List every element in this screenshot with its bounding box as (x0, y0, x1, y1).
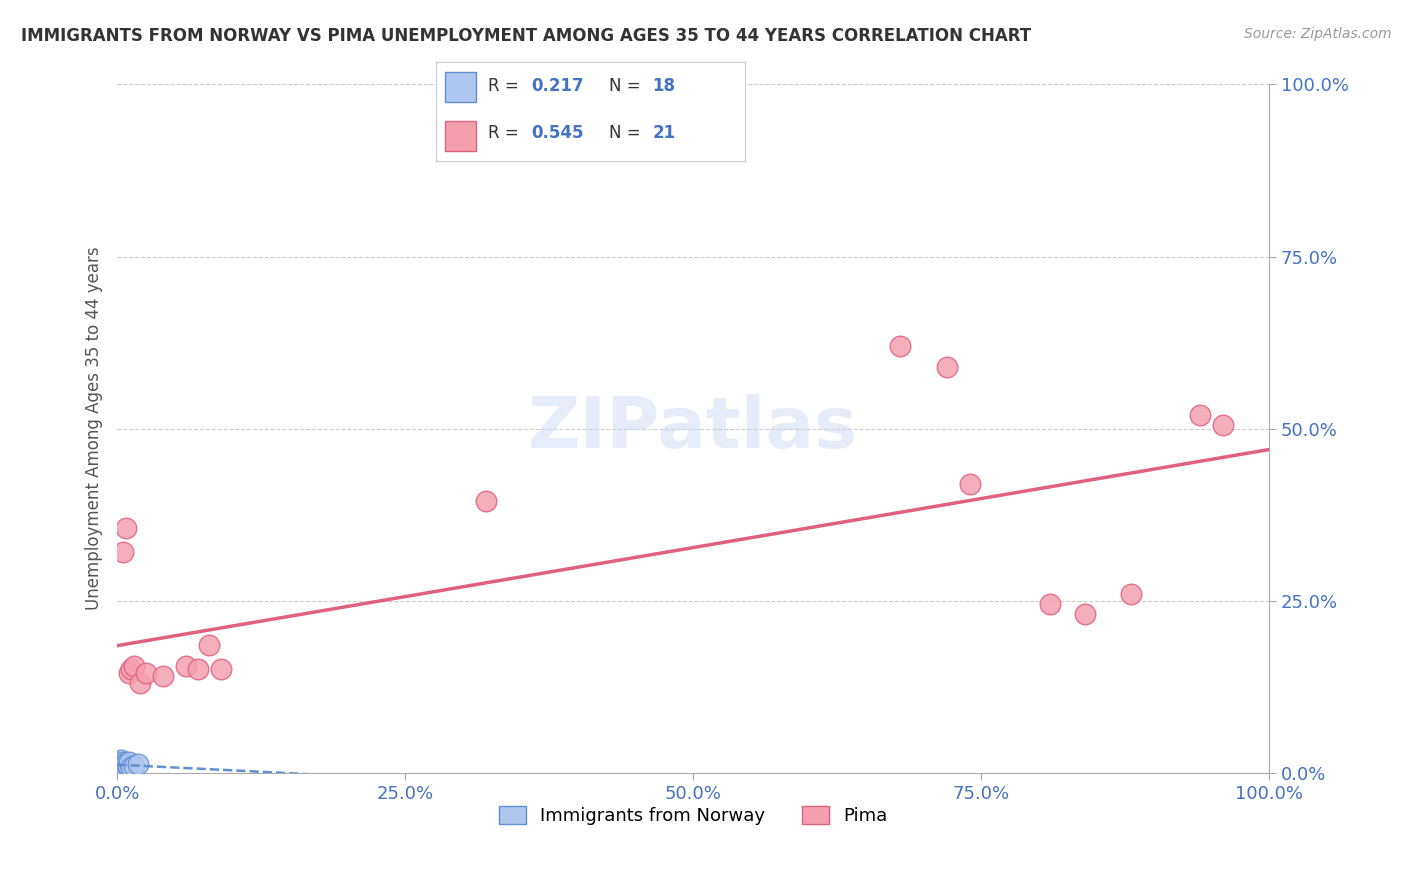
Text: Source: ZipAtlas.com: Source: ZipAtlas.com (1244, 27, 1392, 41)
Point (117, 759, 139, 773)
Point (152, 669, 174, 683)
Text: R =: R = (488, 77, 524, 95)
Point (111, 762, 134, 776)
Point (889, 339, 911, 353)
Point (935, 359, 957, 374)
Point (120, 663, 142, 677)
Point (120, 760, 142, 774)
Point (115, 757, 138, 772)
Point (176, 659, 198, 673)
Point (1119, 587, 1142, 601)
Point (114, 760, 136, 774)
Text: N =: N = (609, 124, 645, 142)
Text: R =: R = (488, 124, 524, 142)
Point (959, 476, 981, 491)
Point (115, 521, 138, 535)
Text: 0.217: 0.217 (531, 77, 585, 95)
Point (108, 757, 131, 772)
Y-axis label: Unemployment Among Ages 35 to 44 years: Unemployment Among Ages 35 to 44 years (86, 247, 103, 610)
Point (135, 665, 157, 680)
Text: IMMIGRANTS FROM NORWAY VS PIMA UNEMPLOYMENT AMONG AGES 35 TO 44 YEARS CORRELATIO: IMMIGRANTS FROM NORWAY VS PIMA UNEMPLOYM… (21, 27, 1031, 45)
Point (111, 545, 134, 559)
Point (1188, 408, 1211, 422)
Point (1039, 597, 1062, 611)
Text: ZIPatlas: ZIPatlas (529, 394, 858, 463)
Point (112, 757, 135, 772)
Point (110, 760, 132, 774)
Legend: Immigrants from Norway, Pima: Immigrants from Norway, Pima (492, 798, 894, 832)
Point (187, 663, 209, 677)
Point (209, 663, 232, 677)
Text: 21: 21 (652, 124, 675, 142)
Point (111, 757, 134, 772)
Point (107, 759, 129, 773)
Text: 18: 18 (652, 77, 675, 95)
Point (127, 757, 149, 772)
Point (118, 665, 141, 680)
Point (112, 759, 135, 773)
Point (124, 659, 146, 673)
Point (111, 759, 134, 773)
Point (124, 759, 146, 773)
FancyBboxPatch shape (446, 72, 477, 102)
Point (108, 756, 131, 770)
Point (110, 753, 132, 767)
Text: N =: N = (609, 77, 645, 95)
Text: 0.545: 0.545 (531, 124, 585, 142)
Point (1212, 418, 1234, 433)
Point (129, 676, 152, 690)
Point (111, 756, 134, 770)
Point (198, 639, 221, 653)
Point (475, 494, 498, 508)
Point (118, 756, 141, 770)
Point (1073, 607, 1095, 622)
FancyBboxPatch shape (446, 121, 477, 151)
